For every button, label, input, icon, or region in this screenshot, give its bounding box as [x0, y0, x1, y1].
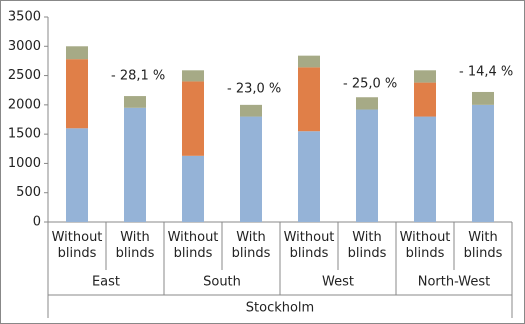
group-label: West — [322, 275, 354, 290]
bar-segment — [66, 46, 88, 60]
bar-segment — [356, 109, 378, 222]
y-tick-label: 2000 — [8, 97, 41, 112]
bar-segment — [472, 91, 494, 105]
bar-segment — [240, 116, 262, 222]
bar-segment — [182, 155, 204, 222]
annotation: - 23,0 % — [227, 82, 281, 97]
annotation: - 25,0 % — [343, 77, 397, 92]
super-group-label: Stockholm — [246, 301, 314, 316]
bar-segment — [298, 131, 320, 222]
x-tick-label: With blinds — [463, 230, 503, 261]
bar-segment — [298, 55, 320, 68]
x-tick-label: Without blinds — [283, 230, 335, 261]
x-tick-label: Without blinds — [399, 230, 451, 261]
y-tick-label: 3000 — [8, 39, 41, 54]
y-tick-label: 1000 — [8, 156, 41, 171]
y-tick-label: 1500 — [8, 127, 41, 142]
x-tick-label: Without blinds — [167, 230, 219, 261]
bar-segment — [66, 128, 88, 222]
x-tick-label: With blinds — [231, 230, 271, 261]
bar-segment — [414, 116, 436, 222]
y-tick-label: 500 — [16, 185, 41, 200]
group-label: East — [92, 275, 120, 290]
annotation: - 28,1 % — [111, 69, 165, 84]
x-tick-label: With blinds — [115, 230, 155, 261]
bar-segment — [124, 96, 146, 108]
bar-segment — [124, 107, 146, 222]
x-tick-label: With blinds — [347, 230, 387, 261]
group-label: South — [203, 275, 241, 290]
bar-segment — [182, 81, 204, 156]
y-tick-label: 0 — [33, 215, 41, 230]
group-label: North-West — [418, 275, 490, 290]
bar-segment — [414, 70, 436, 83]
annotation: - 14,4 % — [459, 65, 513, 80]
y-tick-label: 3500 — [8, 10, 41, 25]
y-tick-label: 2500 — [8, 68, 41, 83]
bar-segment — [240, 104, 262, 117]
bar-segment — [298, 67, 320, 132]
bar-segment — [472, 104, 494, 222]
bar-segment — [66, 59, 88, 129]
bar-segment — [182, 70, 204, 82]
bar-segment — [414, 82, 436, 117]
x-tick-label: Without blinds — [51, 230, 103, 261]
bar-segment — [356, 97, 378, 110]
